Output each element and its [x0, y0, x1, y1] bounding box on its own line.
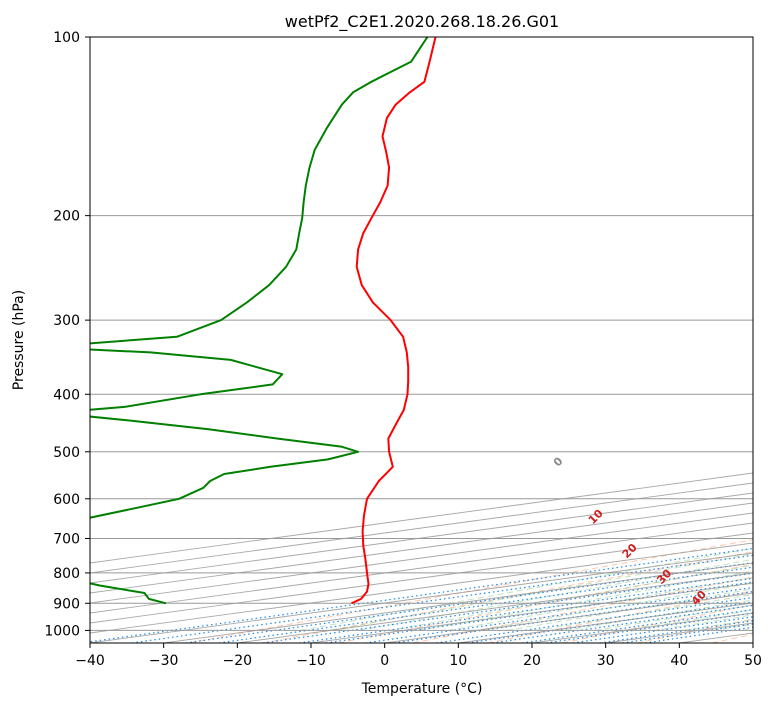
x-axis-title: Temperature (°C) [361, 681, 483, 697]
moist-adiabat [300, 547, 753, 631]
isotherm [90, 522, 753, 614]
mixing-ratio-line [299, 577, 753, 643]
isotherm [90, 502, 753, 594]
background-grid: 0.10.20.40.611.52346810131620253036 [90, 37, 753, 643]
moist-adiabat [329, 553, 753, 631]
x-tick-label: 40 [670, 653, 688, 669]
temperature-trace [351, 37, 437, 605]
mixing-ratio-line [218, 566, 753, 643]
y-tick-label: 900 [53, 596, 80, 612]
y-axis-title: Pressure (hPa) [11, 290, 27, 390]
moist-adiabat [447, 576, 753, 631]
isotherm [90, 472, 753, 564]
y-tick-label: 400 [53, 387, 80, 403]
axes: −40 −30 −20 −10 0 10 20 30 40 50 100 200 300 400 500 60… [44, 30, 762, 669]
x-tick-label: 20 [523, 653, 541, 669]
x-tick-label: 50 [744, 653, 762, 669]
plot-frame [89, 36, 754, 644]
y-tick-label: 800 [53, 566, 80, 582]
y-tick-label: 100 [53, 30, 80, 46]
x-tick-label: −10 [296, 653, 326, 669]
y-tick-label: 700 [53, 532, 80, 548]
isotherm [90, 512, 753, 604]
x-tick-label: 10 [449, 653, 467, 669]
x-tick-label: −40 [75, 653, 105, 669]
isotherm [90, 492, 753, 584]
sounding-traces [90, 37, 437, 605]
isotherm [90, 532, 753, 624]
x-tick-label: −20 [223, 653, 253, 669]
chart-title: wetPf2_C2E1.2020.268.18.26.G01 [285, 12, 559, 32]
y-tick-label: 200 [53, 209, 80, 225]
x-tick-label: 0 [380, 653, 389, 669]
y-tick-label: 1000 [44, 623, 80, 639]
dry-adiabat [188, 539, 753, 643]
x-tick-label: −30 [149, 653, 179, 669]
y-tick-label: 600 [53, 492, 80, 508]
dry-adiabat [412, 576, 753, 643]
isotherm [90, 482, 753, 574]
dry-adiabat [338, 563, 753, 643]
x-tick-label: 30 [597, 653, 615, 669]
mixing-ratio-line [262, 572, 753, 643]
dewpoint-trace [90, 37, 429, 605]
y-tick-label: 500 [53, 445, 80, 461]
moist-adiabat [418, 570, 753, 631]
y-tick-label: 300 [53, 313, 80, 329]
